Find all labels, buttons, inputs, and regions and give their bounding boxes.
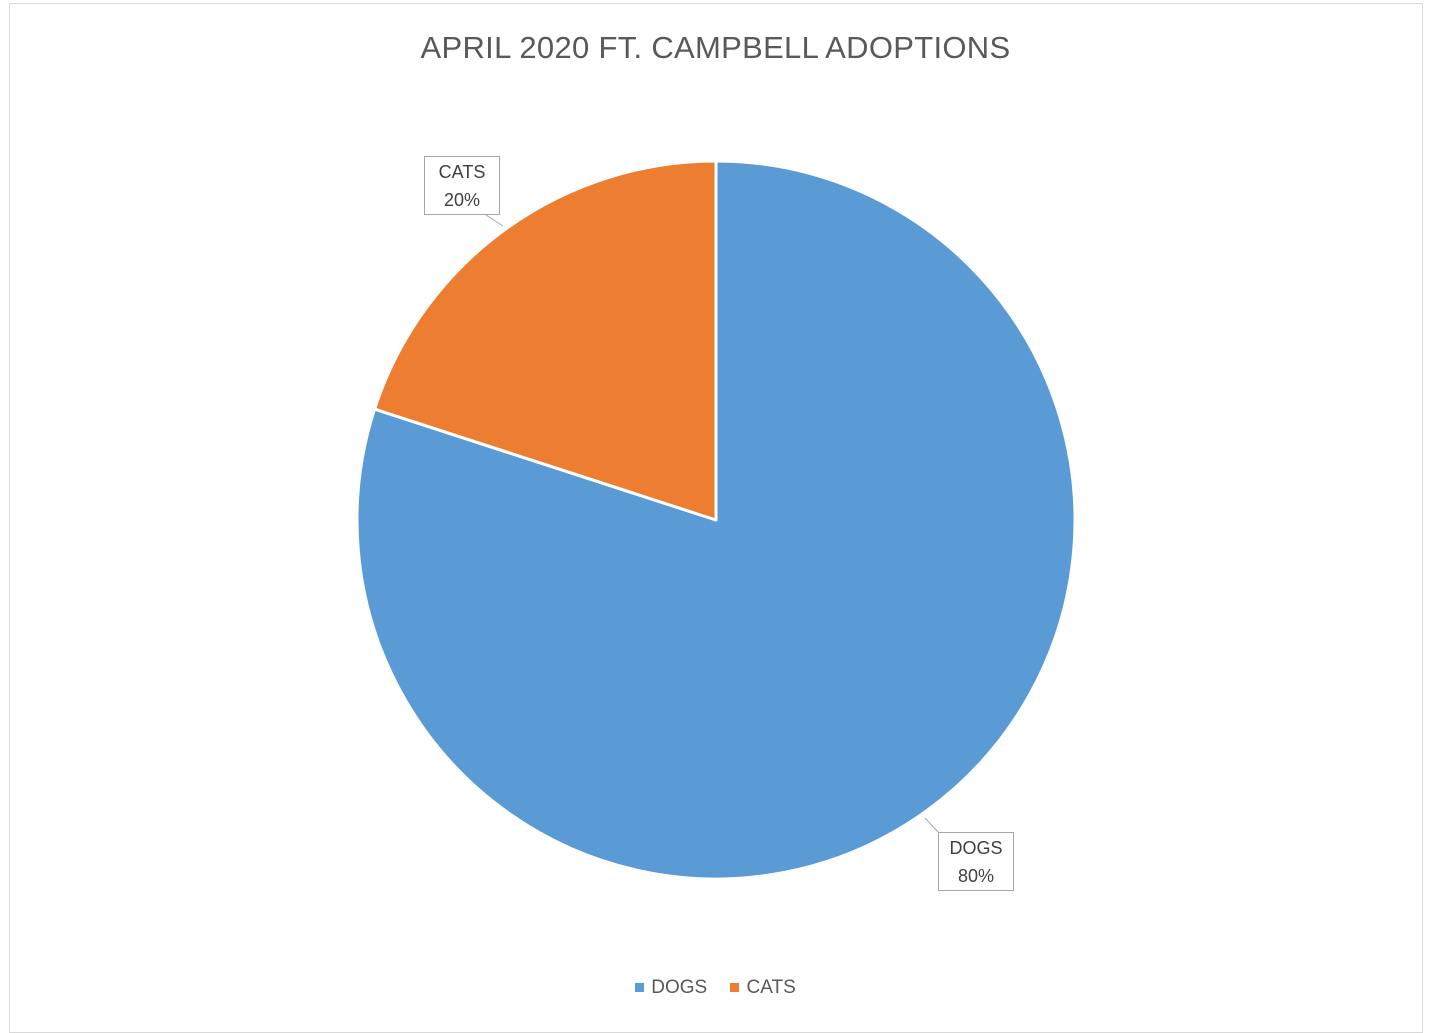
leader-line-cats — [485, 214, 504, 227]
legend-label-cats: CATS — [746, 976, 796, 998]
leader-line-dogs — [924, 817, 939, 833]
data-label-dogs: DOGS 80% — [938, 832, 1014, 891]
legend-item-dogs: DOGS — [635, 977, 707, 999]
legend-item-cats: CATS — [730, 976, 796, 999]
legend: DOGS CATS — [0, 976, 1431, 999]
data-label-dogs-name: DOGS — [949, 838, 1003, 858]
pie-slice-cats — [373, 159, 718, 522]
legend-swatch-cats — [730, 983, 740, 992]
legend-label-dogs: DOGS — [651, 976, 708, 998]
data-label-cats-name: CATS — [438, 162, 486, 182]
legend-swatch-dogs — [635, 983, 645, 992]
data-label-dogs-value: 80% — [957, 866, 995, 886]
chart-title: APRIL 2020 FT. CAMPBELL ADOPTIONS — [420, 30, 1011, 65]
data-label-cats-value: 20% — [443, 190, 481, 210]
data-label-cats: CATS 20% — [424, 156, 500, 215]
